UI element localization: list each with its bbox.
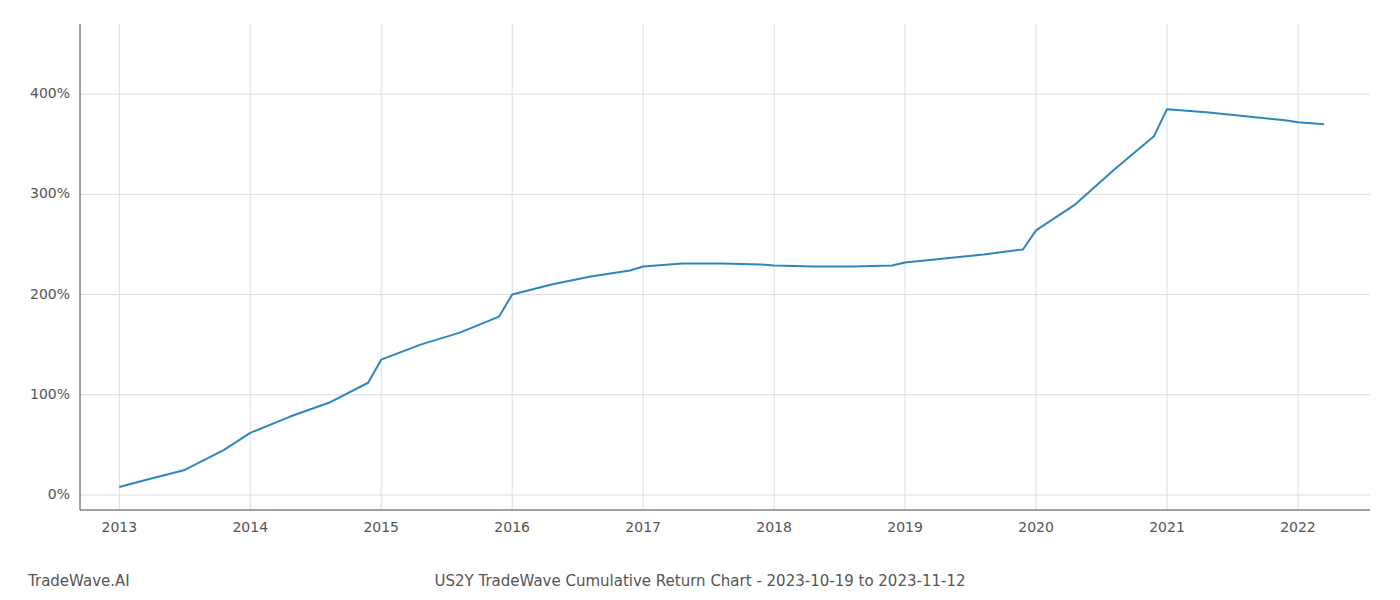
x-grid-line xyxy=(119,24,120,510)
x-tick-label: 2020 xyxy=(1018,519,1054,535)
y-tick-label: 0% xyxy=(48,486,70,502)
chart: 0% 100% 200% 300% 400% 2013 2014 2015 2016 2017 20… xyxy=(0,0,1400,600)
y-grid-line xyxy=(80,94,1370,95)
x-tick-label: 2018 xyxy=(756,519,792,535)
x-grid-line xyxy=(774,24,775,510)
x-grid-line xyxy=(512,24,513,510)
y-tick-label: 200% xyxy=(30,286,70,302)
grid xyxy=(80,24,1370,510)
y-grid-line xyxy=(80,194,1370,195)
x-tick-label: 2015 xyxy=(363,519,399,535)
x-tick-label: 2016 xyxy=(494,519,530,535)
line xyxy=(119,109,1324,487)
x-grid-line xyxy=(1036,24,1037,510)
y-tick-label: 400% xyxy=(30,85,70,101)
x-tick-label: 2017 xyxy=(625,519,661,535)
y-axis-line xyxy=(80,24,81,510)
x-grid-line xyxy=(381,24,382,510)
x-axis-line xyxy=(80,510,1370,511)
x-grid-line xyxy=(1167,24,1168,510)
x-tick-label: 2022 xyxy=(1280,519,1316,535)
y-grid-line xyxy=(80,494,1370,495)
x-tick-label: 2013 xyxy=(101,519,137,535)
title: US2Y TradeWave Cumulative Return Chart -… xyxy=(434,572,965,590)
x-tick-label: 2019 xyxy=(887,519,923,535)
watermark: TradeWave.AI xyxy=(27,572,130,590)
x-grid-line xyxy=(250,24,251,510)
x-tick-label: 2021 xyxy=(1149,519,1185,535)
x-grid-line xyxy=(1297,24,1298,510)
y-tick-label: 100% xyxy=(30,386,70,402)
y-grid-line xyxy=(80,394,1370,395)
plot-area xyxy=(119,109,1324,487)
ticks: 0% 100% 200% 300% 400% 2013 2014 2015 2016 2017 20… xyxy=(30,85,1316,535)
x-tick-label: 2014 xyxy=(232,519,268,535)
x-grid-line xyxy=(905,24,906,510)
y-grid-line xyxy=(80,294,1370,295)
y-tick-label: 300% xyxy=(30,185,70,201)
